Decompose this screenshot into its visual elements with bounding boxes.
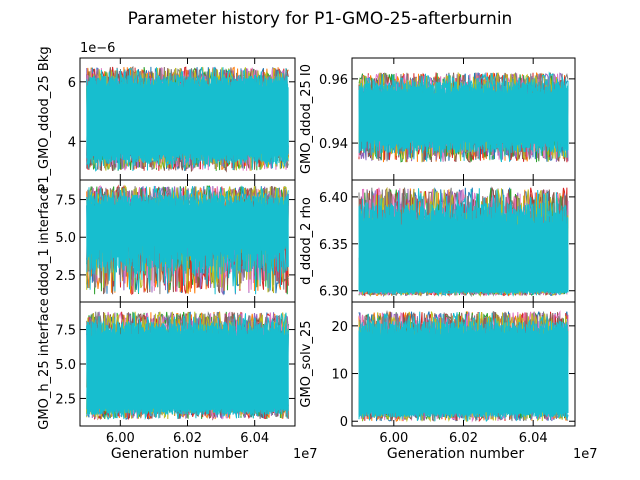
x-tick-label: 6.04 xyxy=(519,431,548,446)
panel-top-left: 4 6 P1_GMO_ddod_25 Bkg 1e−6 xyxy=(37,41,296,192)
y-tick-label: 4 xyxy=(68,135,76,150)
y-tick-label: 6.40 xyxy=(319,191,348,206)
y-tick-label: 20 xyxy=(331,320,348,335)
series-line xyxy=(358,311,569,423)
figure-title: Parameter history for P1-GMO-25-afterbur… xyxy=(128,9,513,29)
y-axis-label: GMO_solv_25 xyxy=(299,320,314,407)
y-tick-label: 5.0 xyxy=(55,358,76,373)
plot-area xyxy=(358,310,569,423)
series-line xyxy=(358,321,569,418)
y-axis-label: ddod_1 interface xyxy=(37,186,52,296)
plot-area xyxy=(86,184,289,296)
y-tick-label: 2.5 xyxy=(55,269,76,284)
series-line xyxy=(358,202,569,294)
series-line xyxy=(358,188,569,297)
y-offset-label: 1e−6 xyxy=(80,41,115,56)
x-offset-label: 1e7 xyxy=(573,447,598,462)
y-axis-label: GMO_ddod_25 I0 xyxy=(299,64,314,174)
y-tick-label: 7.5 xyxy=(55,194,76,209)
x-tick-label: 6.02 xyxy=(449,431,478,446)
series-line xyxy=(86,75,289,164)
y-tick-label: 2.5 xyxy=(55,392,76,407)
y-tick-label: 0.94 xyxy=(319,137,348,152)
x-tick-label: 6.00 xyxy=(379,431,408,446)
y-tick-label: 6 xyxy=(68,76,76,91)
panel-top-right: 0.94 0.96 GMO_ddod_25 I0 xyxy=(299,57,576,181)
y-tick-label: 0.96 xyxy=(319,73,348,88)
y-axis-label: P1_GMO_ddod_25 Bkg xyxy=(37,46,52,191)
y-tick-label: 10 xyxy=(331,368,348,383)
x-axis-label: Generation number xyxy=(387,446,524,462)
plot-area xyxy=(358,71,569,163)
plot-area xyxy=(86,311,289,421)
y-tick-label: 7.5 xyxy=(55,324,76,339)
y-tick-label: 6.30 xyxy=(319,285,348,300)
y-tick-label: 6.35 xyxy=(319,238,348,253)
series-line xyxy=(358,81,569,154)
y-axis-label: GMO_h_25 interface xyxy=(37,298,52,429)
y-axis-label: d_ddod_2 rho xyxy=(299,197,314,285)
series-line xyxy=(86,194,289,275)
y-tick-label: 5.0 xyxy=(55,231,76,246)
x-tick-label: 6.04 xyxy=(240,431,269,446)
plot-area xyxy=(86,65,289,173)
x-offset-label: 1e7 xyxy=(293,447,318,462)
x-tick-label: 6.02 xyxy=(173,431,202,446)
series-line xyxy=(86,321,289,415)
panel-bottom-right: 6.00 6.02 6.04 0 10 20 GMO_solv_25 Generation n… xyxy=(299,301,598,462)
panel-middle-right: 6.30 6.35 6.40 d_ddod_2 rho xyxy=(299,179,576,303)
plot-area xyxy=(358,186,569,298)
y-tick-label: 0 xyxy=(340,415,348,430)
x-tick-label: 6.00 xyxy=(106,431,135,446)
x-axis-label: Generation number xyxy=(111,446,248,462)
